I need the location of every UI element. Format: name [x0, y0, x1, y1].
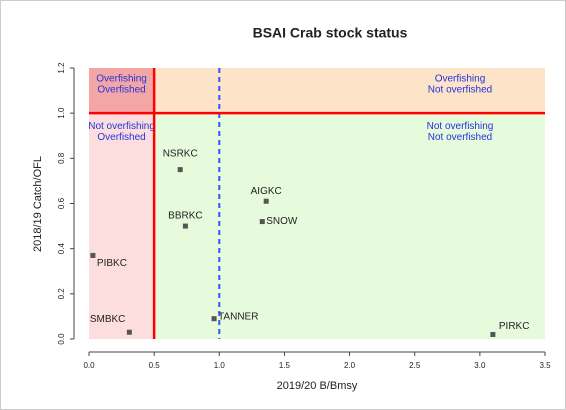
point: [177, 167, 183, 173]
point-label: BBRKC: [168, 211, 202, 222]
point-label: AIGKC: [251, 186, 282, 197]
x-tick-label: 3.5: [539, 361, 551, 370]
point-label: SMBKC: [90, 314, 126, 325]
x-tick-label: 1.0: [214, 361, 226, 370]
point: [490, 331, 496, 337]
y-tick-label: 0.2: [57, 288, 66, 300]
x-tick-label: 0.0: [83, 361, 95, 370]
point: [126, 329, 132, 335]
zone: [154, 113, 545, 340]
x-tick-label: 1.5: [279, 361, 291, 370]
zone-label: Not overfishing: [427, 121, 494, 132]
point: [90, 252, 96, 258]
zone-label: Overfishing: [435, 74, 486, 85]
point: [182, 223, 188, 229]
y-tick-label: 1.2: [57, 62, 66, 74]
point-label: PIRKC: [499, 321, 530, 332]
point-label: SNOW: [266, 216, 298, 227]
x-tick-label: 3.0: [474, 361, 486, 370]
zone-label: Overfished: [97, 132, 145, 143]
y-tick-label: 0.4: [57, 243, 66, 255]
zone-label: Not overfished: [428, 132, 492, 143]
y-axis-label: 2018/19 Catch/OFL: [32, 156, 44, 252]
x-tick-label: 0.5: [149, 361, 161, 370]
y-tick-label: 0.6: [57, 197, 66, 209]
zone-label: Not overfishing: [88, 121, 155, 132]
zone: [89, 113, 155, 340]
zone-label: Overfishing: [96, 74, 147, 85]
point: [211, 316, 217, 322]
zone-label: Overfished: [97, 85, 145, 96]
y-tick-label: 0.0: [57, 333, 66, 345]
chart-title: BSAI Crab stock status: [253, 25, 408, 41]
point: [259, 219, 265, 225]
point-label: TANNER: [218, 311, 258, 322]
x-tick-label: 2.5: [409, 361, 421, 370]
point: [263, 198, 269, 204]
zone-label: Not overfished: [428, 85, 492, 96]
point-label: NSRKC: [163, 148, 198, 159]
x-tick-label: 2.0: [344, 361, 356, 370]
point-label: PIBKC: [97, 258, 127, 269]
x-axis-label: 2019/20 B/Bmsy: [277, 380, 358, 392]
zone: [89, 68, 155, 114]
y-tick-label: 0.8: [57, 152, 66, 164]
y-tick-label: 1.0: [57, 107, 66, 119]
